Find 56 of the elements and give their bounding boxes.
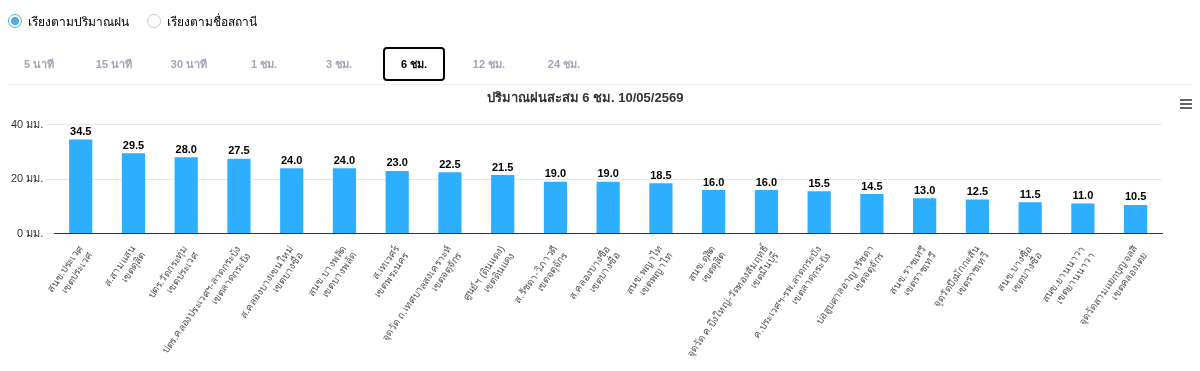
- data-label: 24.0: [280, 153, 303, 166]
- bar: [121, 153, 146, 234]
- bar: [965, 199, 989, 234]
- text: 6 ชม.: [383, 47, 445, 81]
- bar: [702, 189, 726, 234]
- bar: [280, 168, 304, 234]
- bar: [1018, 202, 1042, 234]
- bar: [69, 139, 93, 234]
- text: 1 ชม.: [249, 57, 279, 72]
- data-label: 18.5: [650, 168, 672, 181]
- data-label: 22.5: [439, 157, 461, 170]
- text: 12 ชม.: [471, 57, 507, 72]
- data-label: 11.0: [1072, 189, 1094, 202]
- bar: [332, 168, 357, 234]
- bar: [807, 191, 831, 234]
- bar: [649, 183, 673, 234]
- data-label: 16.0: [702, 175, 725, 188]
- data-label: 16.0: [755, 175, 778, 188]
- text: เรียงตามชื่อสถานี: [167, 12, 257, 31]
- data-label: 14.5: [861, 179, 883, 192]
- bar: [596, 181, 620, 234]
- bar: [385, 170, 409, 234]
- data-label: 11.5: [1019, 187, 1041, 200]
- data-label: 19.0: [544, 167, 567, 180]
- data-label: 15.5: [808, 176, 830, 189]
- y-tick-label: 0 มม.: [17, 226, 44, 239]
- data-label: 34.5: [70, 125, 92, 138]
- data-label: 10.5: [1124, 190, 1147, 203]
- text: 24 ชม.: [546, 57, 582, 72]
- text: 15 นาที: [94, 57, 134, 72]
- text: 3 ชม.: [324, 57, 354, 72]
- bar: [543, 181, 568, 234]
- bar: [913, 198, 937, 234]
- bar: [1124, 204, 1148, 234]
- data-label: 27.5: [228, 144, 250, 157]
- y-tick-label: 40 มม.: [10, 117, 44, 130]
- chart-title: ปริมาณฝนสะสม 6 ชม. 10/05/2569: [486, 90, 684, 106]
- data-label: 21.5: [491, 160, 514, 173]
- y-tick-label: 20 มม.: [10, 172, 44, 185]
- bar: [1071, 203, 1095, 234]
- text: เรียงตามปริมาณฝน: [28, 13, 129, 31]
- data-label: 23.0: [386, 156, 408, 169]
- data-label: 24.0: [333, 153, 356, 166]
- bar: [438, 172, 462, 234]
- bar: [227, 158, 251, 234]
- bar: [754, 189, 779, 234]
- bar: [174, 157, 198, 234]
- data-label: 28.0: [175, 142, 197, 155]
- data-label: 12.5: [966, 185, 989, 198]
- text: 30 นาที: [169, 57, 209, 72]
- bar: [860, 194, 884, 234]
- data-label: 19.0: [597, 167, 619, 180]
- data-label: 13.0: [913, 183, 936, 196]
- text: 5 นาที: [22, 57, 56, 72]
- bar: [491, 174, 515, 234]
- data-label: 29.5: [122, 138, 145, 151]
